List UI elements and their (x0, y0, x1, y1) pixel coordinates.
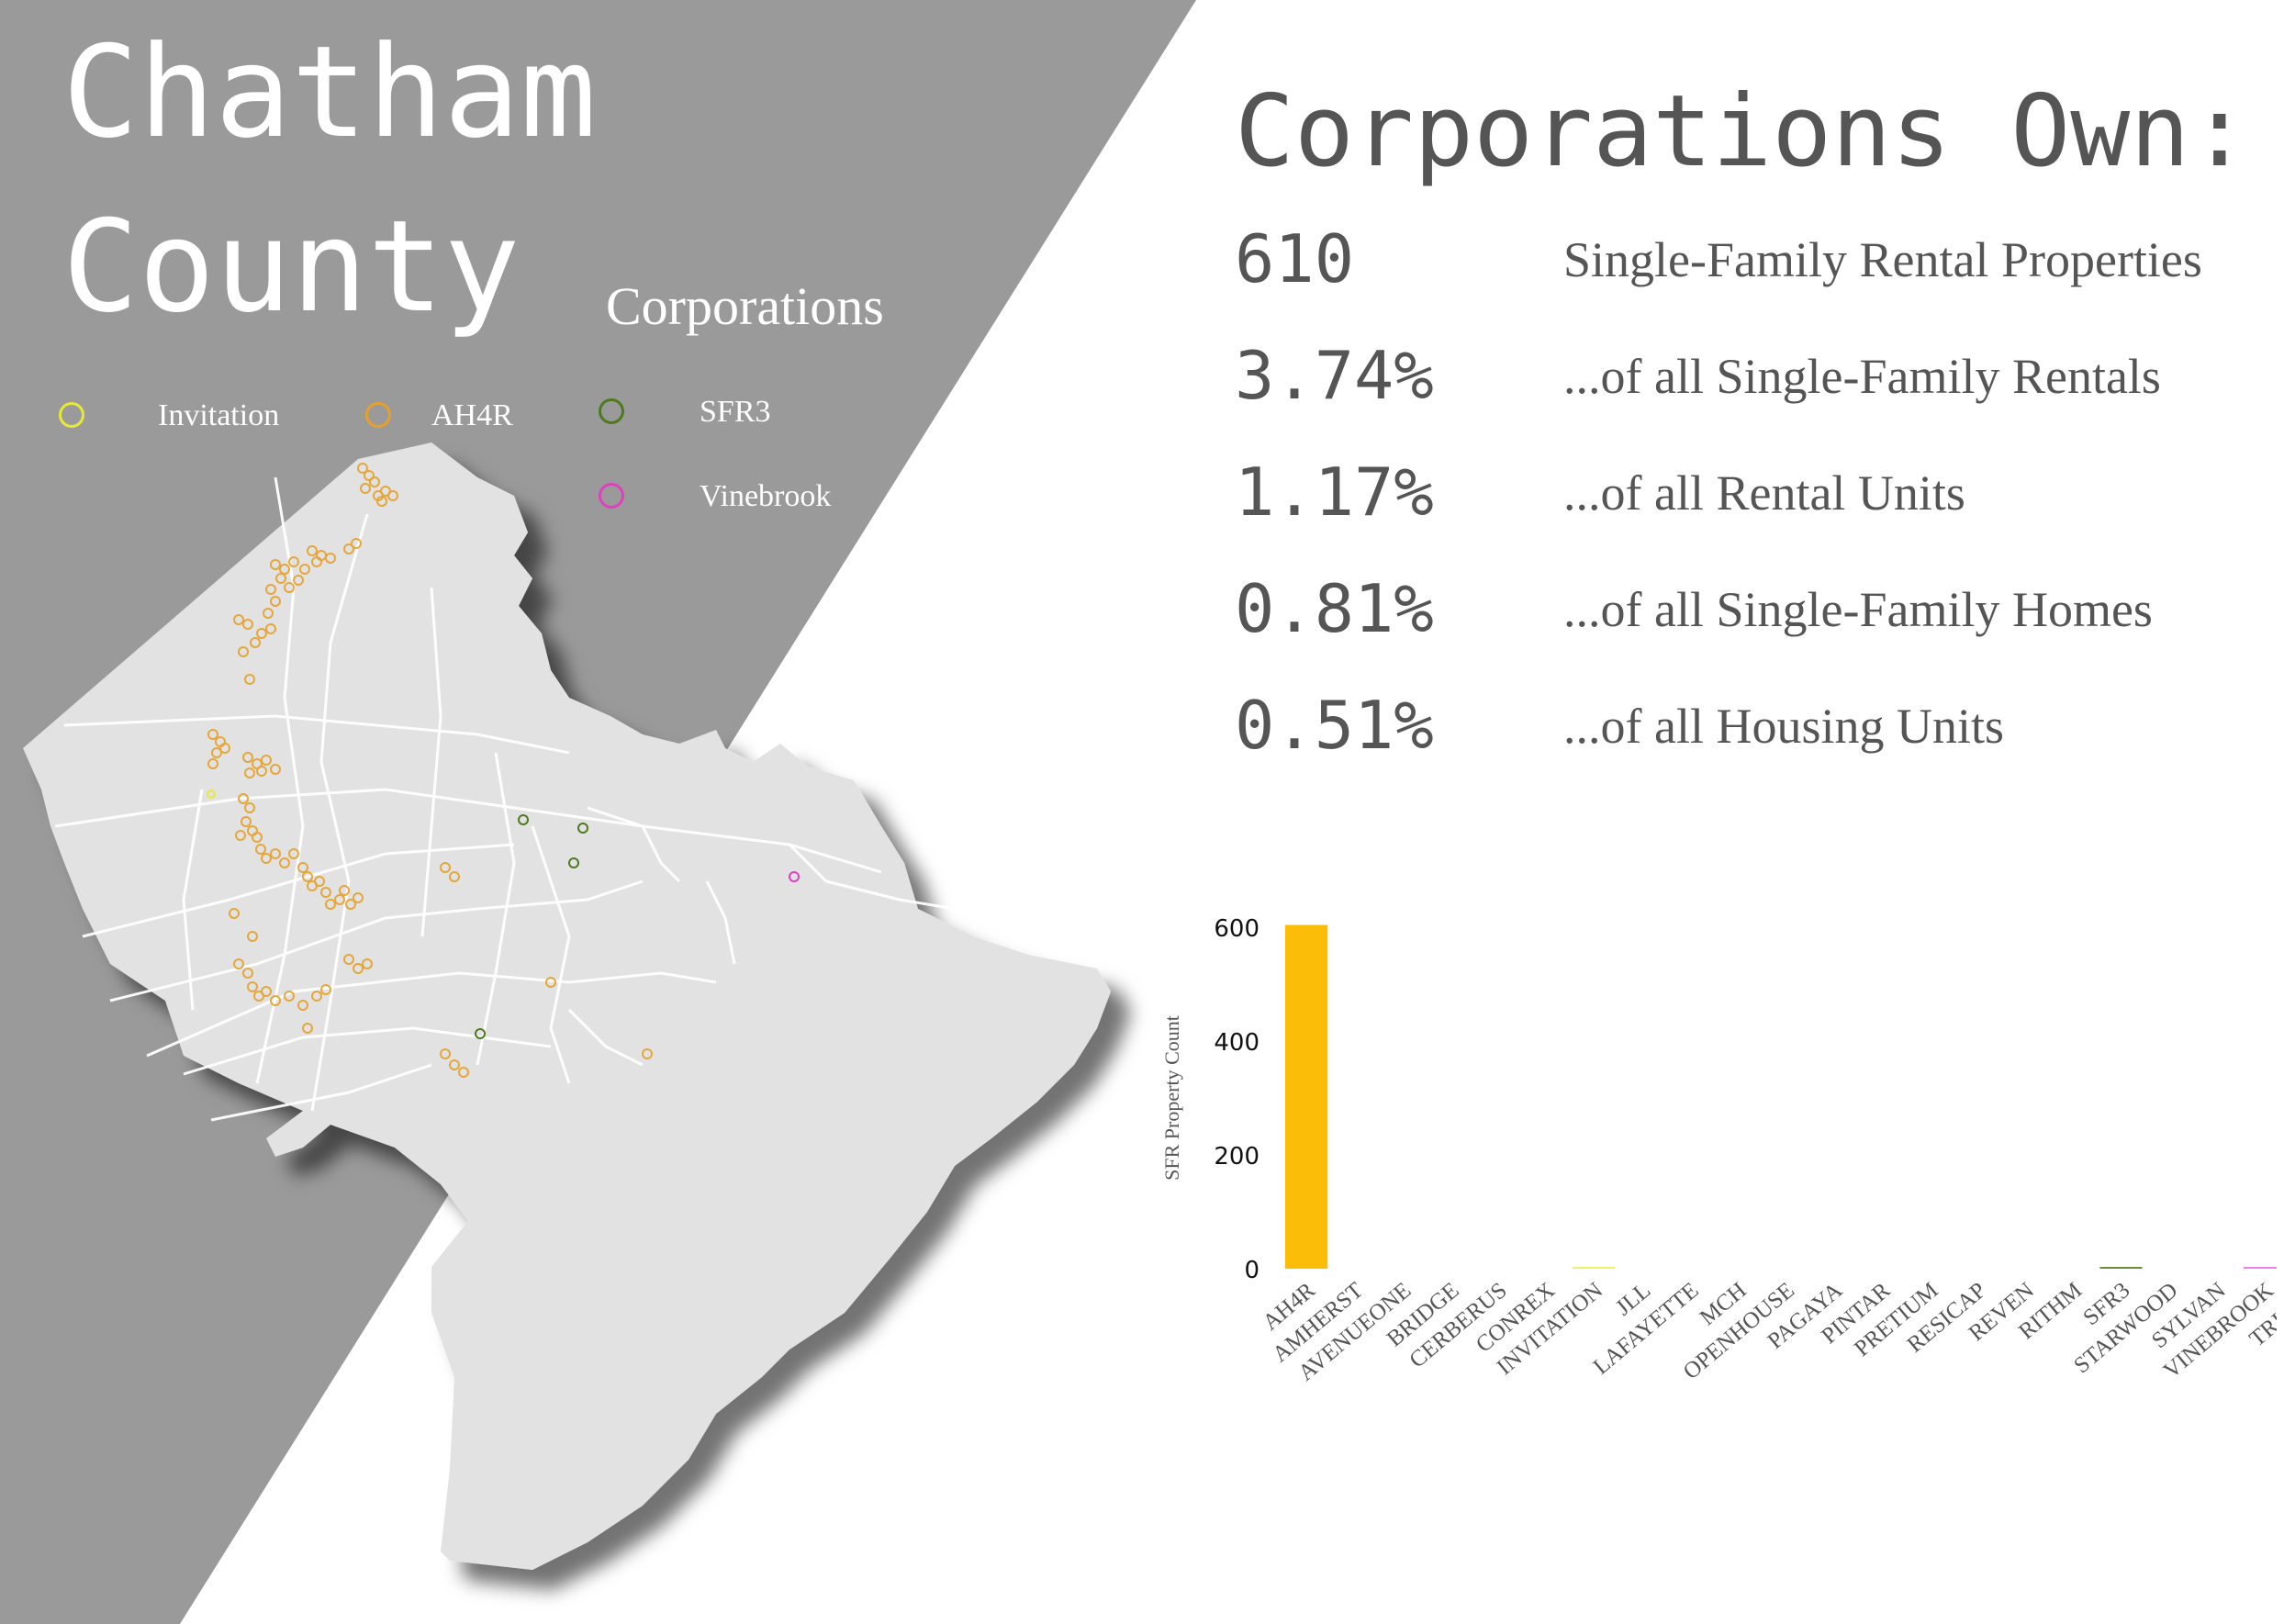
title-county: County (62, 193, 521, 341)
y-tick-label: 0 (1244, 1257, 1259, 1284)
y-tick-label: 200 (1214, 1143, 1259, 1170)
title-chatham: Chatham (62, 18, 597, 166)
vinebrook-property-point (789, 871, 800, 882)
circle-outline-icon (365, 402, 391, 428)
circle-outline-icon (599, 398, 624, 424)
y-tick-label: 400 (1214, 1029, 1259, 1057)
stat-label: ...of all Single-Family Homes (1563, 582, 2153, 637)
y-tick-label: 600 (1214, 915, 1259, 943)
stat-row: 610 Single-Family Rental Properties (1235, 220, 2281, 303)
legend-label: SFR3 (700, 395, 771, 429)
stat-value: 0.81% (1235, 570, 1434, 647)
stat-label: Single-Family Rental Properties (1563, 232, 2202, 287)
bar-sfr3 (2099, 1267, 2143, 1269)
county-map-shape[interactable] (23, 442, 1111, 1570)
bar-vinebrook (2244, 1267, 2277, 1269)
legend-label: Invitation (158, 398, 280, 432)
stat-label: ...of all Housing Units (1563, 699, 2004, 754)
invitation-property-point (207, 790, 216, 799)
legend-label: AH4R (431, 398, 513, 432)
stat-value: 3.74% (1235, 337, 1434, 414)
y-axis-label: SFR Property Count (1160, 1015, 1183, 1181)
stat-row: 0.51% ...of all Housing Units (1235, 687, 2281, 769)
stat-row: 0.81% ...of all Single-Family Homes (1235, 570, 2281, 653)
sfr3-property-points (475, 814, 588, 1039)
circle-outline-icon (599, 483, 624, 509)
legend-label: Vinebrook (700, 479, 832, 513)
bar-invitation (1573, 1267, 1616, 1269)
road-network (54, 476, 1002, 1122)
stat-value: 610 (1235, 220, 1355, 297)
stat-label: ...of all Single-Family Rentals (1563, 349, 2161, 404)
ah4r-property-points (207, 463, 653, 1078)
circle-outline-icon (59, 402, 84, 428)
stats-heading: Corporations Own: (1235, 74, 2250, 189)
stat-row: 3.74% ...of all Single-Family Rentals (1235, 337, 2281, 420)
stat-row: 1.17% ...of all Rental Units (1235, 454, 2281, 536)
stat-value: 0.51% (1235, 687, 1434, 764)
bar-ah4r (1285, 924, 1328, 1269)
stat-label: ...of all Rental Units (1563, 465, 1965, 521)
subtitle-corporations: Corporations (606, 276, 884, 336)
stat-value: 1.17% (1235, 454, 1434, 531)
